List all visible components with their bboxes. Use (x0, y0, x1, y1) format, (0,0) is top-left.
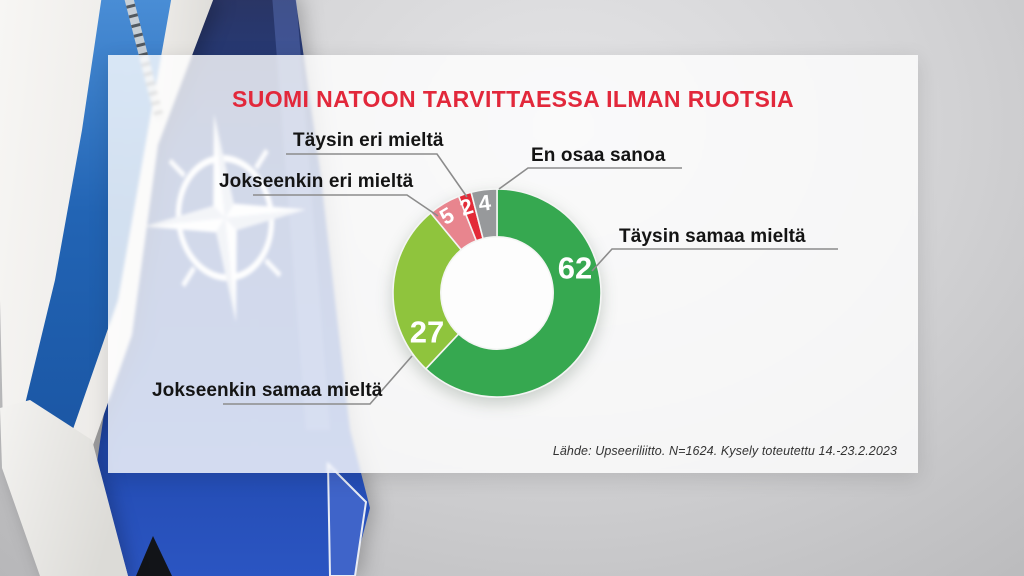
callout-label: Jokseenkin eri mieltä (219, 171, 414, 192)
flag-pole-base (136, 536, 172, 576)
source-note: Lähde: Upseeriliitto. N=1624. Kysely tot… (552, 444, 897, 458)
nato-flag-fold (326, 461, 368, 576)
chart-title: SUOMI NATOON TARVITTAESSA ILMAN RUOTSIA (231, 86, 795, 112)
callout-label: Täysin eri mieltä (293, 130, 444, 151)
info-card (108, 55, 918, 473)
finland-flag-bottom-band (0, 400, 128, 576)
callout-label: Jokseenkin samaa mieltä (152, 380, 383, 401)
callout-label: Täysin samaa mieltä (619, 226, 806, 247)
callout-label: En osaa sanoa (531, 145, 666, 166)
